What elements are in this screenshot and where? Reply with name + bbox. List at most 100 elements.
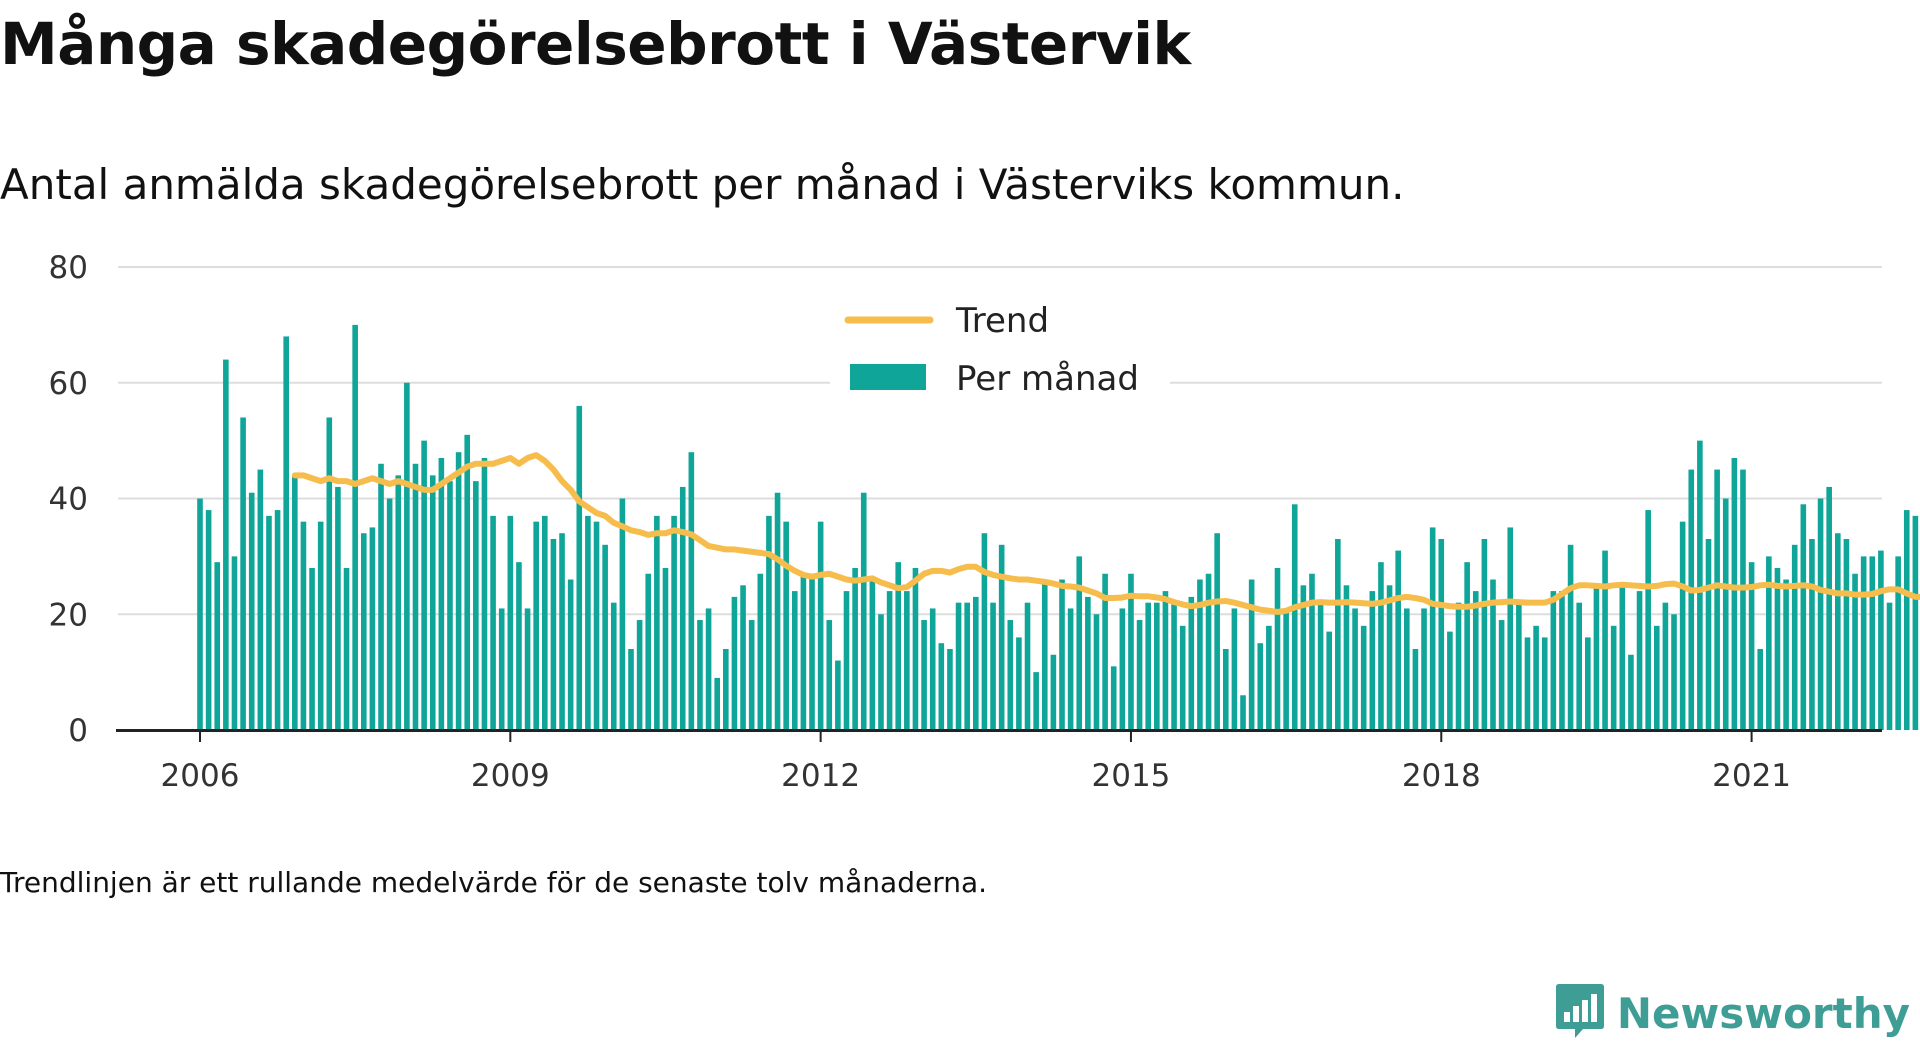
bar (1791, 544, 1798, 730)
bar (955, 602, 962, 730)
bar (1438, 539, 1445, 730)
bar (395, 475, 402, 730)
bar-chart-speech-bubble-icon (1555, 982, 1605, 1044)
bar (214, 562, 221, 730)
bar (1214, 533, 1220, 730)
bar (1050, 654, 1057, 730)
bar (378, 463, 384, 730)
bar (878, 614, 884, 730)
bar (1447, 631, 1453, 730)
bar (921, 620, 927, 730)
bar (447, 481, 453, 730)
legend-trend-label: Trend (955, 301, 1049, 341)
bar (912, 567, 919, 730)
bar (610, 602, 617, 730)
bar (1593, 585, 1600, 730)
bar (1679, 521, 1686, 730)
bar (585, 515, 591, 730)
bar (843, 591, 850, 730)
bar (852, 567, 858, 730)
bar (1395, 550, 1401, 730)
bar (257, 469, 264, 730)
bar (1326, 631, 1333, 730)
bar (593, 521, 600, 730)
bar (1171, 602, 1177, 730)
bar (1291, 504, 1298, 730)
bar (1757, 648, 1764, 730)
bar (628, 648, 634, 730)
bar (774, 492, 781, 730)
bar (740, 585, 746, 730)
bar (1076, 556, 1083, 731)
bar (1231, 608, 1238, 730)
bar (1852, 573, 1858, 730)
bar (1257, 643, 1264, 730)
bar (205, 510, 212, 730)
bar (809, 573, 815, 730)
bar (1472, 591, 1479, 730)
bar (1585, 637, 1591, 730)
bar (1421, 608, 1427, 730)
bar (1145, 602, 1151, 730)
bar-chart: 0204060802006200920122015201820212024 Tr… (49, 250, 1920, 794)
brand-logo[interactable]: Newsworthy (1555, 982, 1910, 1044)
bar (1662, 602, 1669, 730)
bar (714, 677, 720, 730)
bar (748, 620, 755, 730)
bar (723, 648, 729, 730)
bar (1524, 637, 1531, 730)
bar (516, 562, 522, 730)
bar (1878, 550, 1884, 730)
trend-series (291, 452, 1920, 615)
bar (895, 562, 902, 730)
chart-title: Många skadegörelsebrott i Västervik (0, 10, 1191, 78)
bar (783, 521, 789, 730)
bar (929, 608, 936, 730)
bar (1559, 591, 1565, 730)
bar (1783, 579, 1789, 730)
bar (1602, 550, 1608, 730)
bar (1653, 625, 1660, 730)
bar (567, 579, 574, 730)
bar (1714, 469, 1720, 730)
bar (947, 648, 953, 730)
bar (791, 591, 798, 730)
bar (1636, 591, 1643, 730)
bar (1774, 567, 1781, 730)
bar (369, 527, 376, 730)
bar (1041, 579, 1048, 730)
bar (1895, 556, 1901, 731)
bar (1119, 608, 1126, 730)
bar-series-per-manad (197, 324, 1919, 731)
bar (645, 573, 652, 730)
bar (498, 608, 505, 730)
bar (1188, 596, 1195, 730)
legend-per-manad-label: Per månad (956, 359, 1139, 399)
bar (1059, 579, 1065, 730)
bar (1507, 527, 1514, 730)
bar (248, 492, 255, 730)
bar (481, 457, 488, 730)
bar (1154, 602, 1160, 730)
trend-line (291, 452, 1920, 615)
bar (1274, 567, 1281, 730)
bar (1455, 602, 1462, 730)
bar (240, 417, 246, 730)
bar (1697, 440, 1703, 731)
bar (1412, 648, 1419, 730)
bar (1688, 469, 1695, 730)
bar (1490, 579, 1496, 730)
bar (981, 533, 988, 730)
y-tick-label: 80 (49, 250, 88, 286)
bar (705, 608, 712, 730)
bar (1067, 608, 1074, 730)
bar (1386, 585, 1393, 730)
legend-per-manad-swatch (850, 364, 926, 390)
x-tick-label: 2006 (161, 758, 240, 794)
bar (1360, 625, 1367, 730)
legend: Trend Per månad (830, 280, 1170, 402)
bar (1628, 654, 1634, 730)
bar (835, 660, 841, 730)
bar (1826, 486, 1832, 730)
bar (869, 579, 876, 730)
